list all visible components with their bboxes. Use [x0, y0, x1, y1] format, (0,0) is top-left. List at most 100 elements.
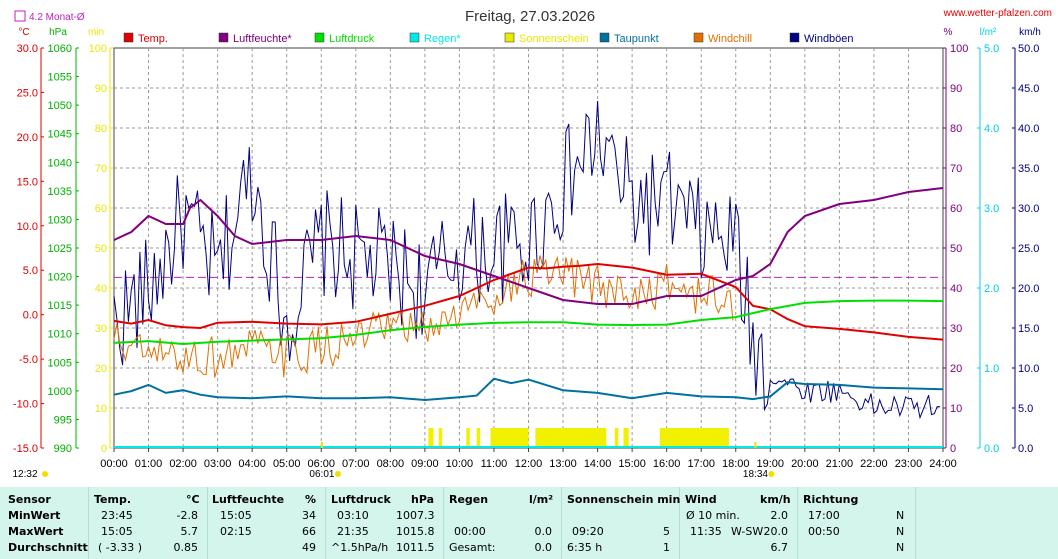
- stats-max-hum-time: 02:15: [220, 525, 252, 538]
- sunshine-bar: [428, 428, 434, 448]
- sunshine-bar: [623, 428, 629, 448]
- stats-min-press-value: 1007.3: [396, 509, 435, 522]
- sunshine-bar: [614, 428, 619, 448]
- sunshine-bar: [476, 428, 481, 448]
- stats-min-temp-time: 23:45: [101, 509, 133, 522]
- stats-avg-hum-value: 49: [302, 541, 316, 554]
- x-tick-label: 19:00: [757, 458, 785, 470]
- stats-max-wind-value: 20.0: [763, 525, 789, 538]
- axis-tick-label: 0.0: [1018, 443, 1033, 455]
- axis-tick-label: 15.0: [17, 176, 38, 188]
- axis-tick-label: 5.0: [23, 265, 38, 277]
- axis-tick-label: 40.0: [1018, 123, 1039, 135]
- axis-tick-label: 4.0: [984, 123, 999, 135]
- x-tick-label: 13:00: [549, 458, 577, 470]
- axis-unit-label: km/h: [1019, 27, 1041, 38]
- stats-max-rain-value: 0.0: [534, 525, 553, 538]
- axis-tick-label: 10: [950, 403, 962, 415]
- stats-avg-sun-time: 6:35 h: [567, 541, 603, 554]
- axis-unit-label: °C: [18, 27, 29, 38]
- sunshine-bar: [535, 428, 607, 448]
- chart-title: Freitag, 27.03.2026: [465, 8, 595, 25]
- stats-min-press-time: 03:10: [337, 509, 369, 522]
- stats-min-temp-value: -2.8: [176, 509, 198, 522]
- axis-tick-label: 1050: [48, 100, 72, 112]
- x-tick-label: 07:00: [342, 458, 370, 470]
- stats-max-rain-time: 00:00: [454, 525, 486, 538]
- axis-tick-label: 35.0: [1018, 163, 1039, 175]
- axis-tick-label: 1040: [48, 157, 72, 169]
- time-mark-label: 06:01: [309, 469, 334, 480]
- x-tick-label: 01:00: [135, 458, 163, 470]
- axis-tick-label: 1030: [48, 214, 72, 226]
- legend-label: Windchill: [708, 33, 752, 45]
- x-tick-label: 05:00: [273, 458, 301, 470]
- axis-tick-label: 20: [95, 363, 107, 375]
- x-tick-label: 08:00: [377, 458, 405, 470]
- axis-tick-label: 80: [950, 123, 962, 135]
- axis-tick-label: 50: [950, 243, 962, 255]
- axis-tick-label: 0.0: [984, 443, 999, 455]
- axis-tick-label: 30.0: [17, 43, 38, 55]
- axis-tick-label: 50.0: [1018, 43, 1039, 55]
- stats-min-hum-value: 34: [302, 509, 316, 522]
- axis-tick-label: 25.0: [17, 87, 38, 99]
- stats-min-dir-time: 17:00: [808, 509, 840, 522]
- axis-unit-label: %: [944, 27, 953, 38]
- x-tick-label: 20:00: [791, 458, 819, 470]
- axis-tick-label: 45.0: [1018, 83, 1039, 95]
- stats-max-press-value: 1015.8: [396, 525, 435, 538]
- x-tick-label: 12:00: [515, 458, 543, 470]
- sunshine-bar: [490, 428, 529, 448]
- legend-label: Sonnenschein: [519, 33, 589, 45]
- x-tick-label: 06:00: [307, 458, 335, 470]
- stats-max-temp-value: 5.7: [180, 525, 199, 538]
- sunshine-bar: [466, 428, 470, 448]
- x-tick-label: 02:00: [169, 458, 197, 470]
- axis-tick-label: 100: [89, 43, 107, 55]
- legend-swatch: [123, 32, 134, 43]
- stats-avg-wind-value: 6.7: [770, 541, 789, 554]
- stats-header-rain: Regen: [449, 493, 489, 506]
- x-tick-label: 22:00: [860, 458, 888, 470]
- axis-tick-label: 1000: [48, 386, 72, 398]
- axis-unit-label: min: [88, 27, 104, 38]
- axis-tick-label: 50: [95, 243, 107, 255]
- axis-tick-label: -15.0: [13, 443, 38, 455]
- axis-tick-label: 1.0: [984, 363, 999, 375]
- axis-tick-label: 5.0: [1018, 403, 1033, 415]
- axis-tick-label: -5.0: [19, 354, 38, 366]
- x-tick-label: 15:00: [618, 458, 646, 470]
- stats-row-max-label: MaxWert: [8, 525, 64, 538]
- axis-tick-label: 0.0: [23, 310, 38, 322]
- axis-tick-label: 990: [54, 443, 72, 455]
- axis-tick-label: 1055: [48, 72, 72, 84]
- legend-label: Regen*: [424, 33, 461, 45]
- stats-max-temp-time: 15:05: [101, 525, 133, 538]
- source-link[interactable]: www.wetter-pfalzen.com: [943, 8, 1052, 19]
- axis-tick-label: 30: [95, 323, 107, 335]
- stats-header-sunshine: Sonnenschein min: [567, 493, 681, 506]
- x-tick-label: 11:00: [481, 458, 508, 470]
- x-tick-label: 23:00: [895, 458, 923, 470]
- stats-avg-dir-value: N: [896, 541, 905, 554]
- series-luftfeuchte-line: [113, 187, 944, 305]
- axis-tick-label: 20: [950, 363, 962, 375]
- axis-tick-label: 60: [95, 203, 107, 215]
- legend-label: Windböen: [804, 33, 854, 45]
- x-tick-label: 18:00: [722, 458, 750, 470]
- stats-avg-temp-time: ( -3.33 ): [98, 541, 143, 554]
- x-axis: 00:00 01:00 02:00 03:00 04:00 05:00 06:00 07:00…: [12, 442, 957, 480]
- series-taupunkt-line: [113, 377, 944, 402]
- x-tick-label: 17:00: [687, 458, 715, 470]
- axis-tick-label: 1015: [48, 300, 72, 312]
- axis-tick-label: 1010: [48, 329, 72, 341]
- axis-tick-label: 1060: [48, 43, 72, 55]
- stats-max-press-time: 21:35: [337, 525, 369, 538]
- axis-tick-label: 70: [95, 163, 107, 175]
- stats-min-dir-value: N: [896, 509, 905, 522]
- time-mark-label: 18:34: [743, 469, 768, 480]
- axis-tick-label: 1035: [48, 186, 72, 198]
- stats-avg-sun-value: 1: [663, 541, 670, 554]
- x-tick-label: 16:00: [653, 458, 681, 470]
